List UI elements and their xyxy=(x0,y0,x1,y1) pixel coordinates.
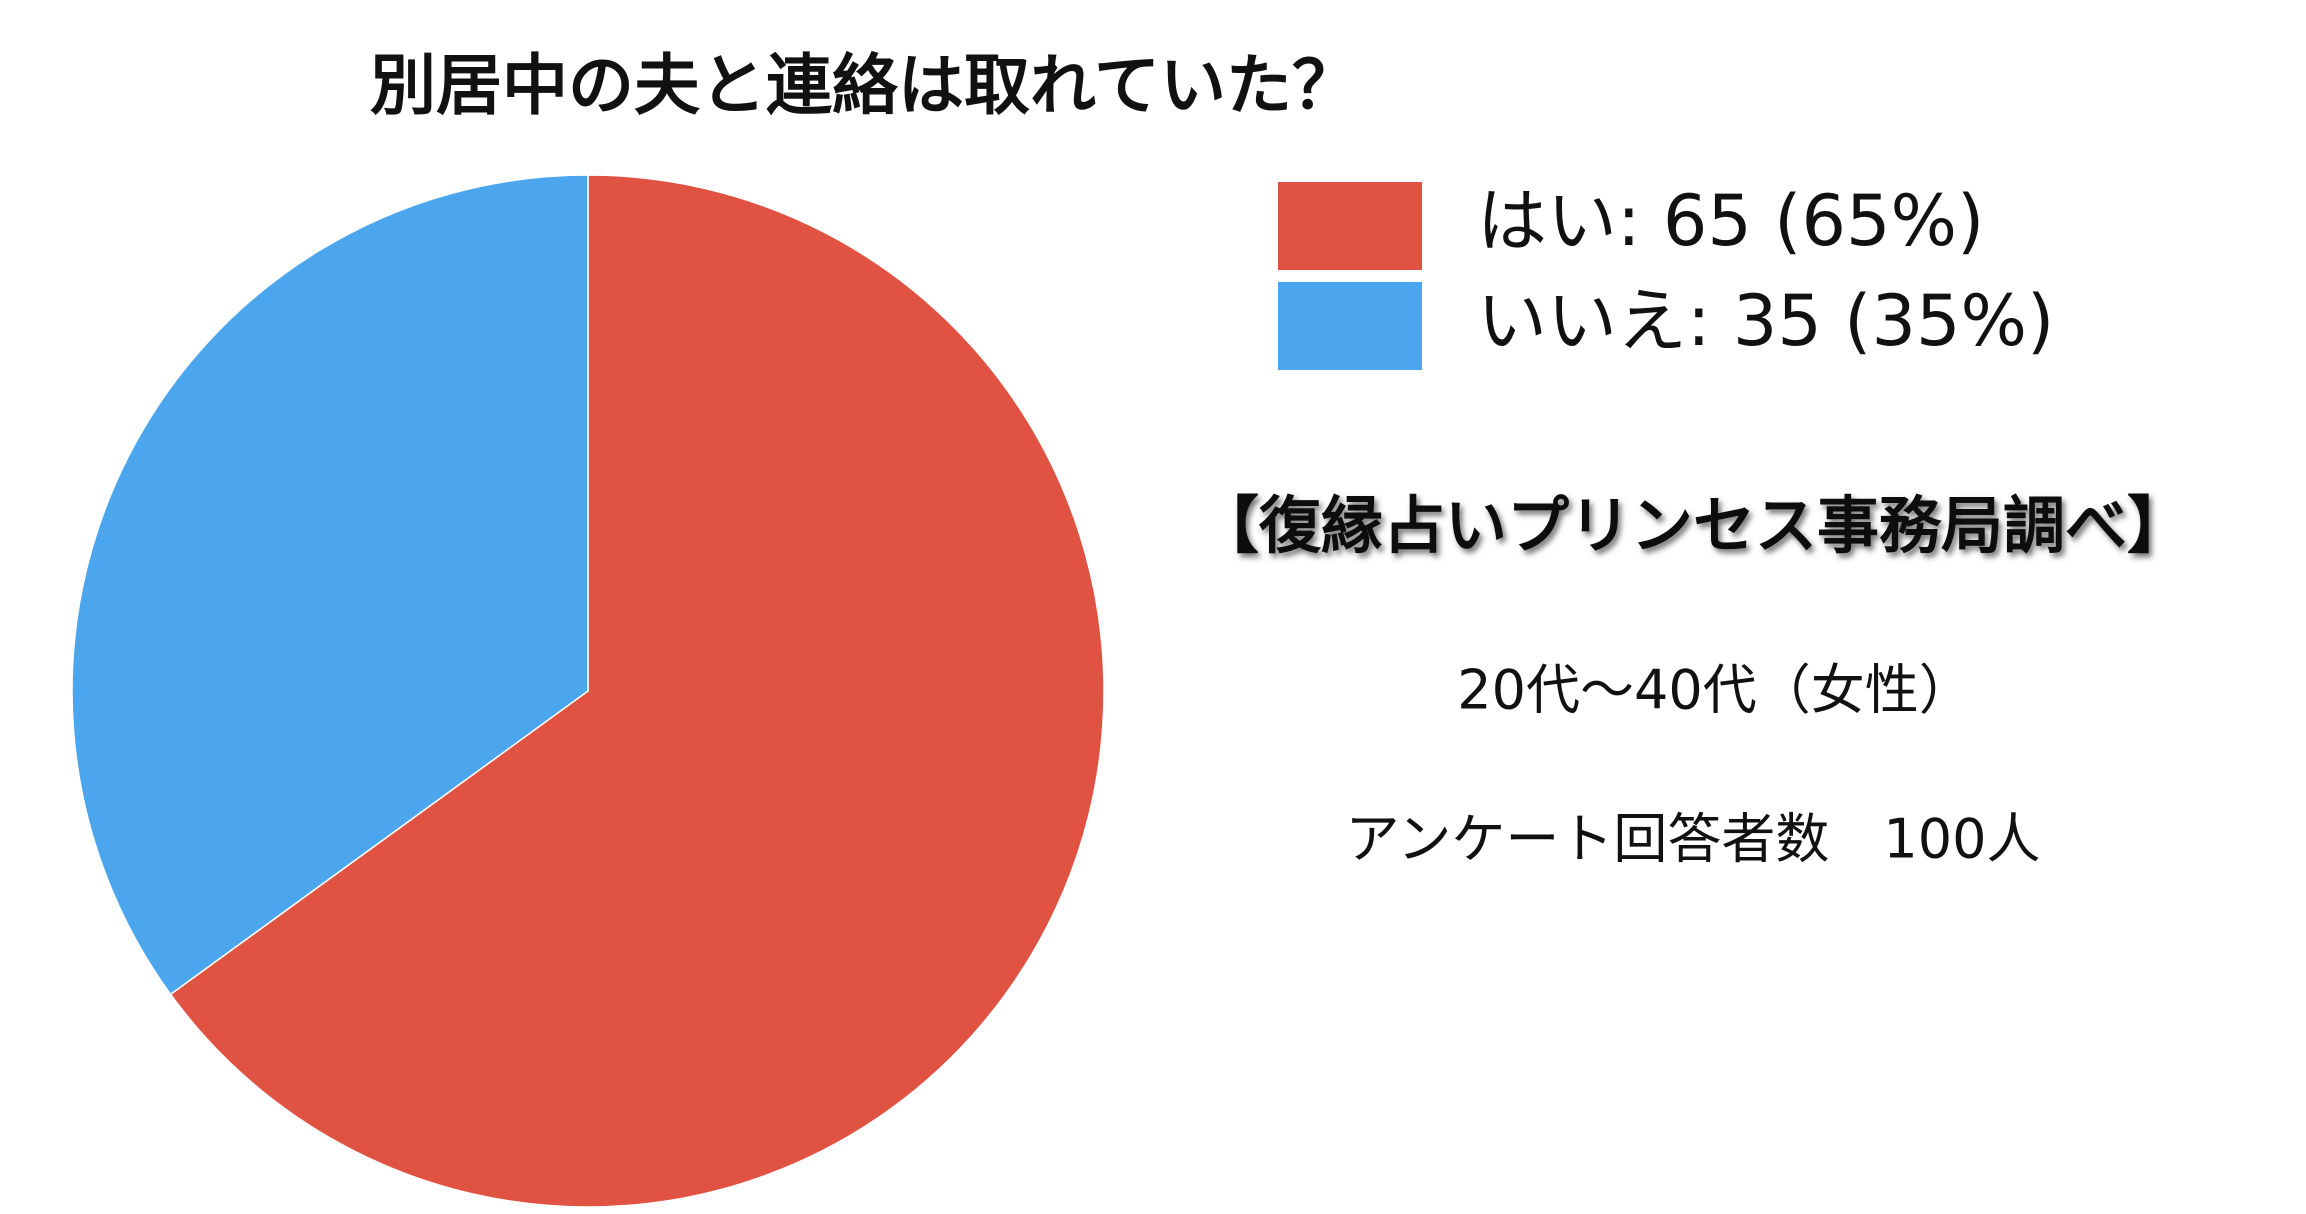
respondent-count: アンケート回答者数 100人 xyxy=(1346,808,2041,871)
chart-title: 別居中の夫と連絡は取れていた？ xyxy=(370,47,1358,124)
pie-slice xyxy=(169,174,1105,1208)
legend-swatch xyxy=(1278,282,1422,370)
legend-label: はい: 65 (65%) xyxy=(1477,180,1984,262)
legend-swatch xyxy=(1278,182,1422,270)
source-note: 【復縁占いプリンセス事務局調べ】 xyxy=(1197,489,2189,562)
legend-label: いいえ: 35 (35%) xyxy=(1477,280,2054,362)
pie-slice xyxy=(71,174,589,996)
respondent-note: 20代～40代（女性） xyxy=(1457,659,1972,722)
